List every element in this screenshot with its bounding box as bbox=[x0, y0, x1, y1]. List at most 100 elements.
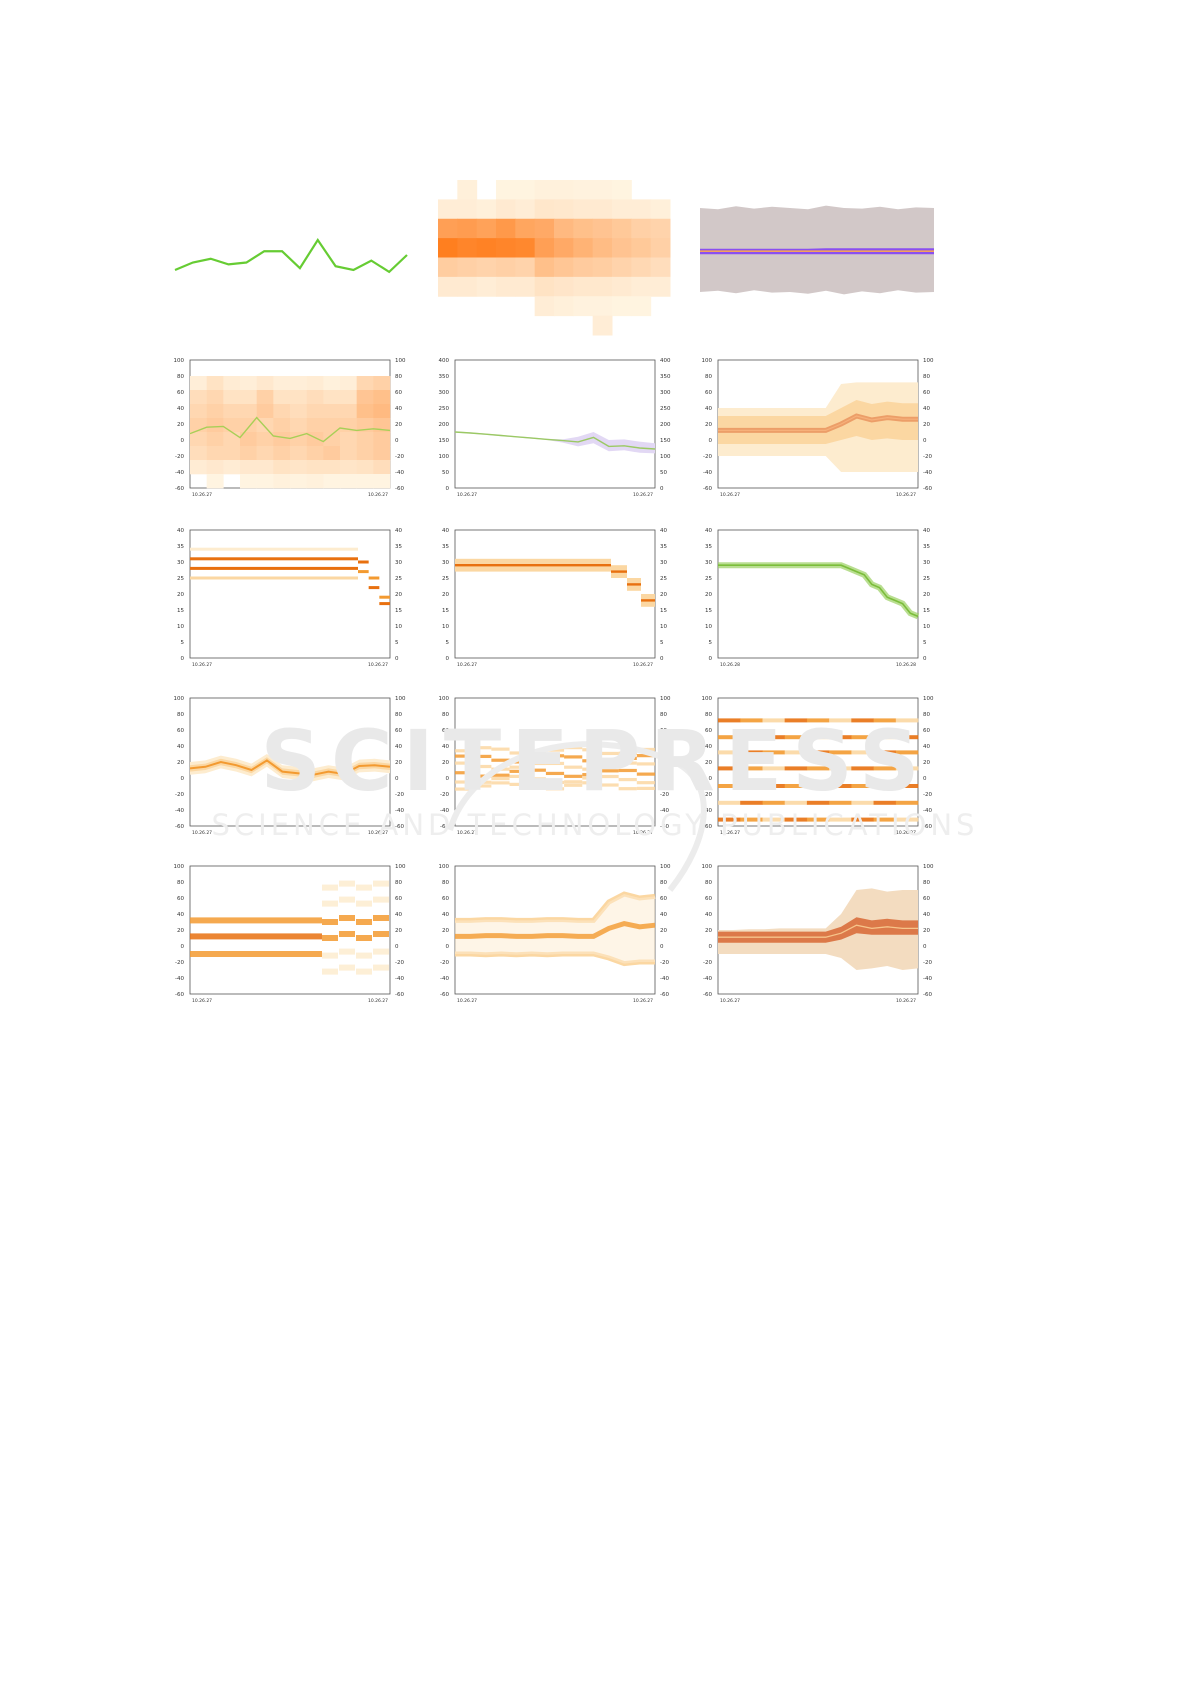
y-tick-label-right: 20 bbox=[923, 592, 930, 598]
y-tick-label-left: -40 bbox=[703, 808, 712, 814]
segment-band bbox=[740, 817, 763, 822]
x-label-end: 10.26.27 bbox=[368, 830, 388, 836]
y-tick-label-left: -60 bbox=[703, 824, 712, 830]
y-tick-label-right: -20 bbox=[395, 454, 404, 460]
heat-cell bbox=[438, 199, 458, 220]
outer-band bbox=[718, 888, 918, 970]
y-tick-label-right: -40 bbox=[395, 976, 404, 982]
heat-cell bbox=[612, 257, 632, 278]
y-tick-label-left: 100 bbox=[174, 864, 185, 870]
y-tick-label-right: 20 bbox=[923, 928, 930, 934]
y-tick-label-right: 10 bbox=[395, 624, 402, 630]
segment-band bbox=[784, 800, 808, 805]
y-tick-label-right: 35 bbox=[923, 544, 930, 550]
y-tick-label-right: -60 bbox=[923, 824, 932, 830]
y-tick-label-left: 0 bbox=[446, 944, 450, 950]
y-tick-label-left: 60 bbox=[705, 390, 712, 396]
heat-cell bbox=[240, 432, 257, 447]
step-line bbox=[627, 583, 641, 586]
y-tick-label-right: 350 bbox=[660, 374, 671, 380]
y-tick-label-right: 80 bbox=[923, 880, 930, 886]
late-band bbox=[356, 935, 372, 941]
segment-band bbox=[455, 780, 474, 784]
segment-band bbox=[784, 784, 808, 788]
level-band bbox=[190, 566, 358, 570]
heat-cell bbox=[223, 376, 241, 391]
segment-band bbox=[636, 781, 655, 785]
heat-cell bbox=[240, 446, 257, 461]
y-tick-label-right: 0 bbox=[923, 776, 927, 782]
y-tick-label-left: 150 bbox=[439, 438, 450, 444]
heat-cell bbox=[573, 276, 594, 297]
x-label-start: 10.26.27 bbox=[720, 492, 740, 498]
y-tick-label-left: 15 bbox=[705, 608, 712, 614]
heat-cell bbox=[438, 257, 458, 278]
segment-band bbox=[600, 774, 619, 779]
y-tick-label-right: 10 bbox=[660, 624, 667, 630]
y-tick-label-right: 100 bbox=[660, 696, 671, 702]
y-tick-label-right: 15 bbox=[660, 608, 667, 614]
chart-b2: 400 400 350 350 300 300 250 250 200 200 150 150 100 1… bbox=[439, 358, 671, 498]
y-tick-label-right: -60 bbox=[395, 824, 404, 830]
heat-cell bbox=[650, 257, 671, 278]
y-tick-label-left: 100 bbox=[702, 696, 713, 702]
segment-band bbox=[600, 764, 619, 769]
x-label-end: 10.26.27 bbox=[896, 492, 916, 498]
segment-band bbox=[806, 750, 830, 755]
y-tick-label-right: -20 bbox=[660, 792, 669, 798]
heat-cell bbox=[631, 296, 652, 317]
heat-cell bbox=[515, 276, 536, 297]
segment-band bbox=[829, 817, 852, 822]
x-label-end: 10.26.27 bbox=[368, 662, 388, 668]
segment-band bbox=[806, 800, 830, 805]
segment-band bbox=[527, 777, 546, 781]
y-tick-label-right: 60 bbox=[395, 728, 402, 734]
segment-band bbox=[718, 750, 741, 755]
y-tick-label-left: 40 bbox=[177, 744, 184, 750]
heat-cell bbox=[373, 390, 391, 405]
y-tick-label-right: 20 bbox=[923, 760, 930, 766]
heat-cell bbox=[476, 199, 497, 220]
segment-band bbox=[491, 767, 510, 771]
y-tick-label-right: -40 bbox=[395, 470, 404, 476]
heat-cell bbox=[340, 432, 357, 447]
y-tick-label-left: 40 bbox=[442, 912, 449, 918]
segment-band bbox=[509, 765, 528, 769]
segment-band bbox=[740, 735, 763, 740]
segment-band bbox=[545, 748, 565, 752]
heat-cell bbox=[438, 238, 458, 258]
y-tick-label-left: -60 bbox=[175, 992, 184, 998]
segment-band bbox=[895, 750, 919, 755]
tail-band bbox=[379, 595, 390, 599]
x-label-start: 10.26.27 bbox=[720, 830, 740, 836]
heat-cell bbox=[306, 404, 324, 419]
y-tick-label-right: -20 bbox=[923, 454, 932, 460]
step-line bbox=[455, 564, 611, 567]
heat-cell bbox=[573, 180, 594, 200]
y-tick-label-right: 20 bbox=[395, 760, 402, 766]
y-tick-label-right: -60 bbox=[660, 992, 669, 998]
y-tick-label-left: 10 bbox=[442, 624, 449, 630]
heat-cell bbox=[515, 180, 536, 200]
chart-a1 bbox=[174, 237, 408, 274]
heat-cell bbox=[256, 376, 274, 391]
heat-cell bbox=[457, 238, 478, 258]
segment-band bbox=[873, 750, 897, 755]
y-tick-label-left: 80 bbox=[177, 374, 184, 380]
y-tick-label-right: 40 bbox=[395, 744, 402, 750]
heat-cell bbox=[515, 218, 536, 239]
y-tick-label-right: 100 bbox=[660, 864, 671, 870]
heat-cell bbox=[206, 376, 224, 391]
series-line bbox=[454, 431, 656, 450]
heat-cell bbox=[438, 218, 458, 239]
segment-band bbox=[582, 781, 601, 785]
segment-band bbox=[873, 784, 897, 788]
segment-band bbox=[455, 787, 474, 791]
segment-band bbox=[762, 766, 785, 771]
y-tick-label-left: 0 bbox=[446, 656, 450, 662]
y-tick-label-left: 60 bbox=[442, 728, 449, 734]
y-tick-label-left: 300 bbox=[439, 390, 450, 396]
plot-frame bbox=[189, 529, 391, 659]
segment-band bbox=[895, 784, 919, 788]
y-tick-label-right: 0 bbox=[395, 438, 399, 444]
